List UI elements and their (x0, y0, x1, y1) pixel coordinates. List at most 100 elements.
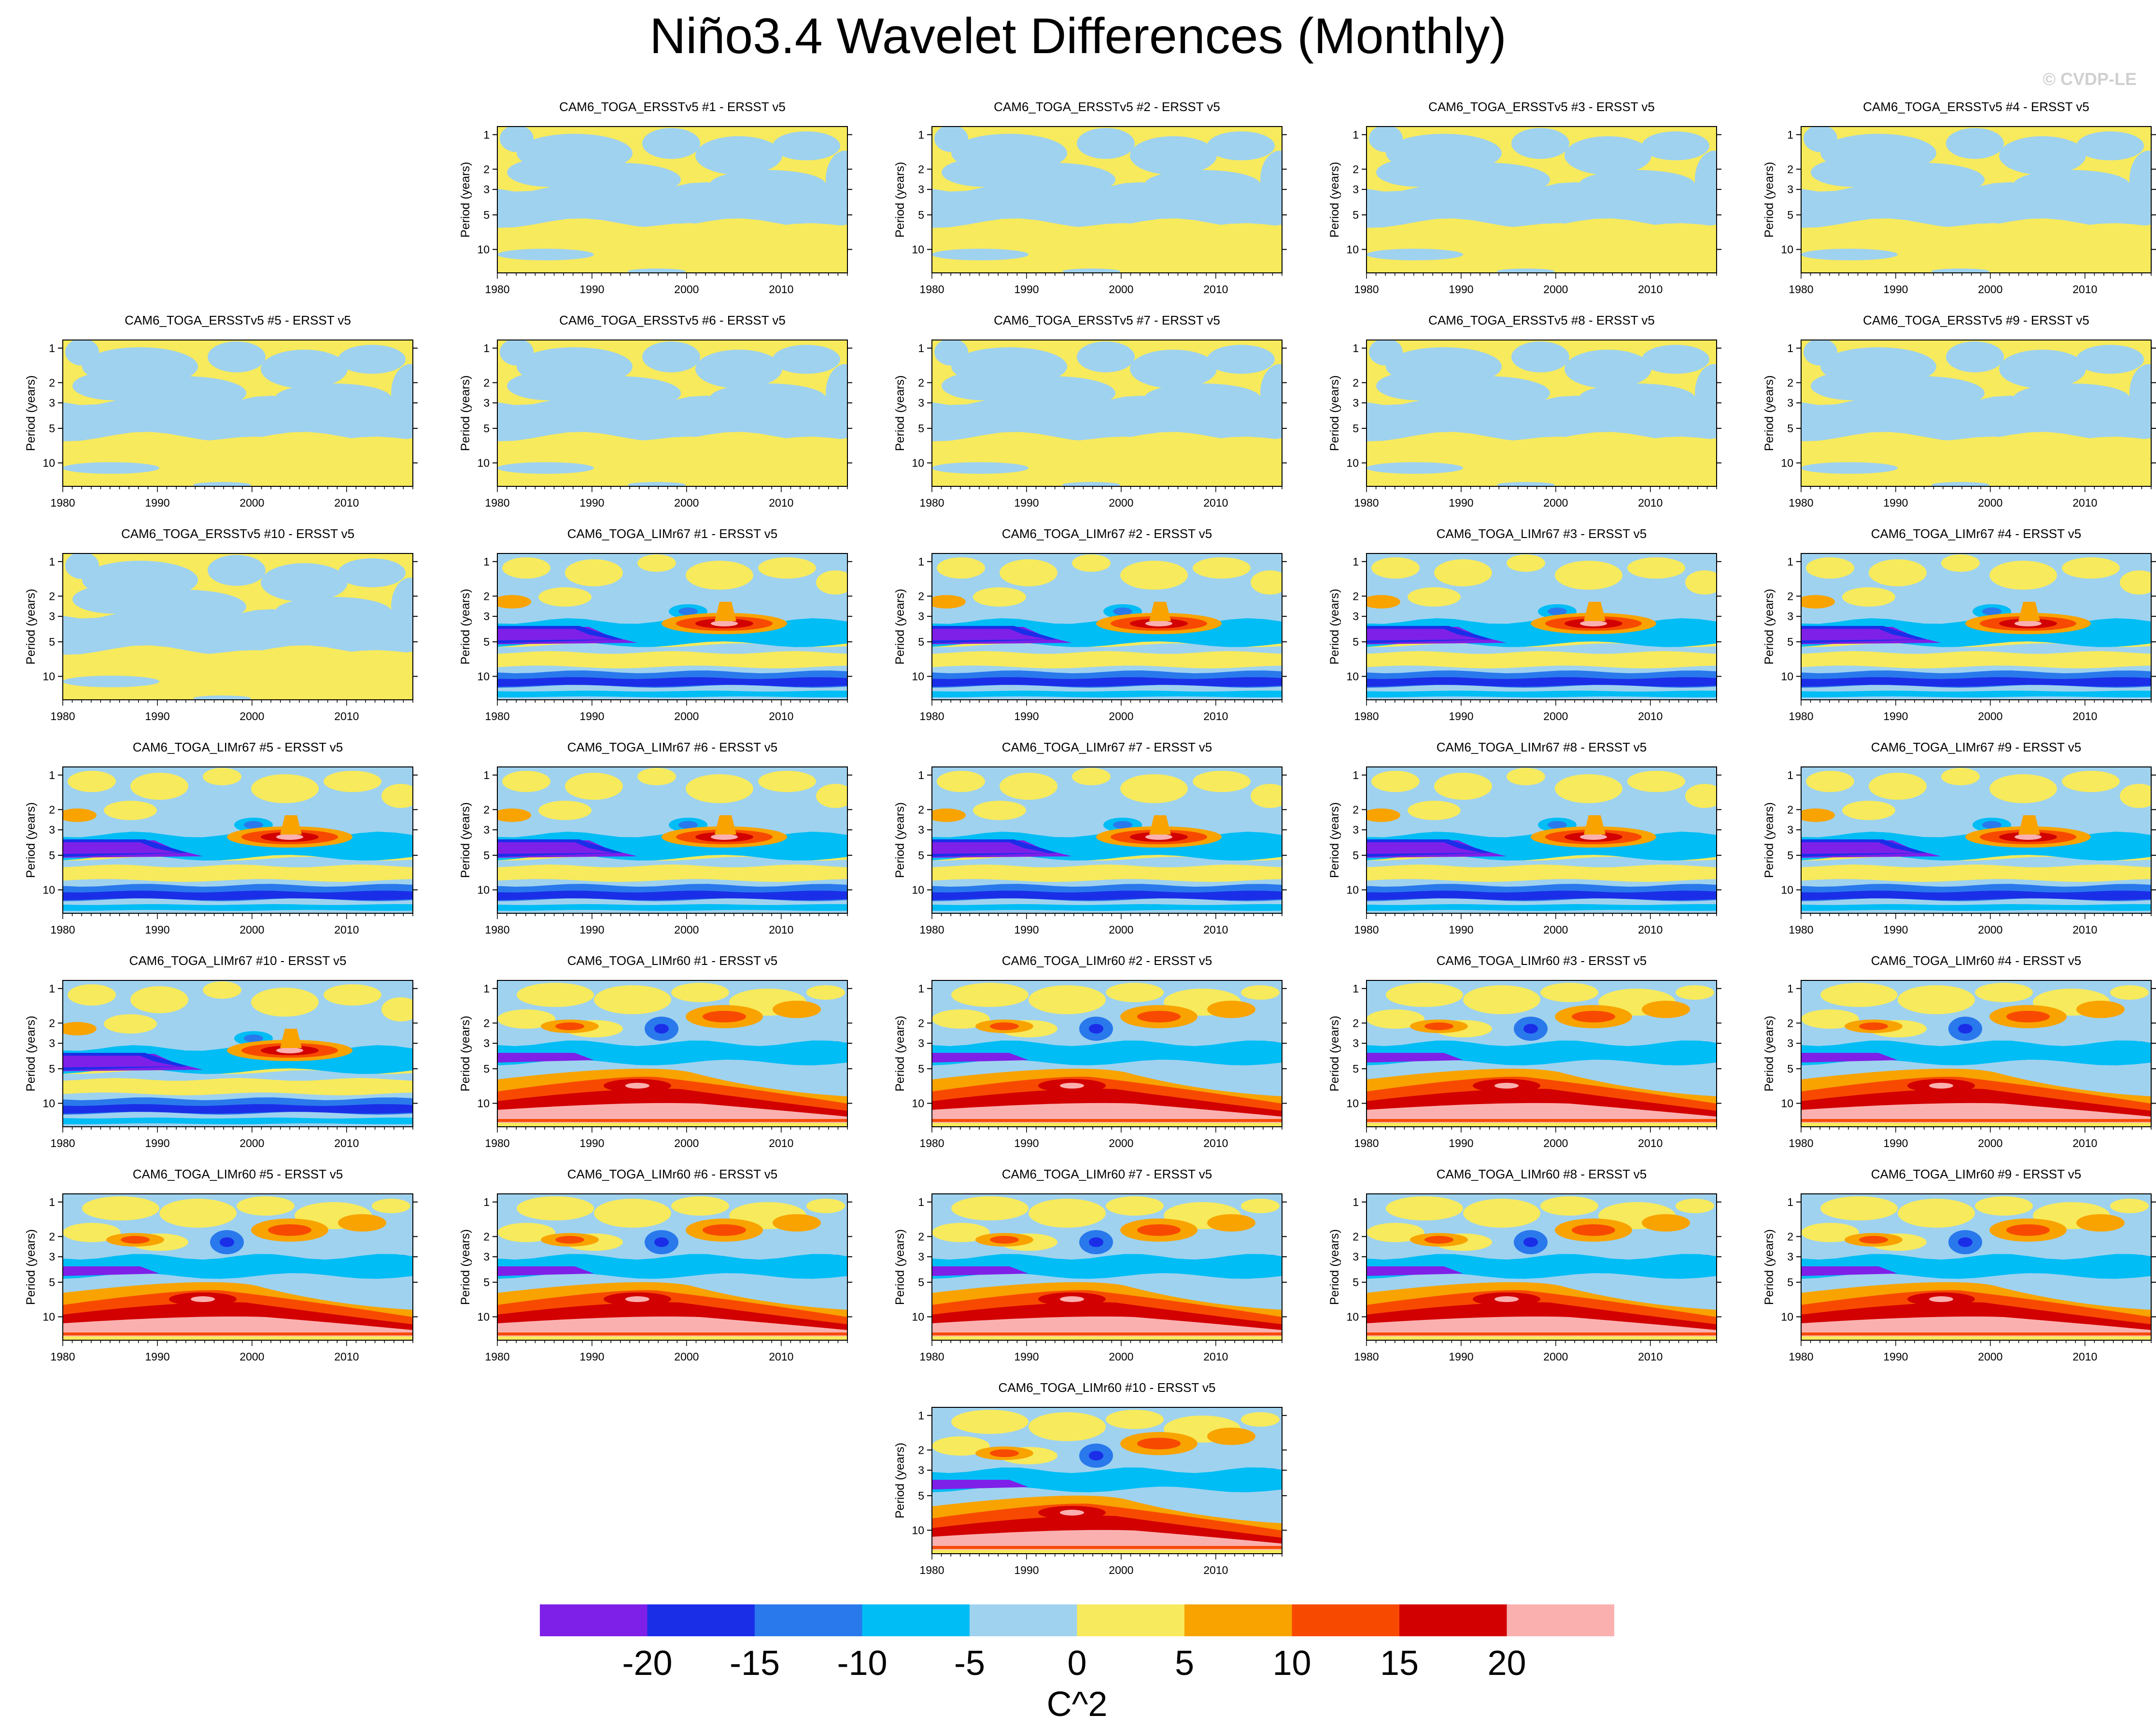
y-tick-label: 1 (1353, 555, 1359, 568)
plot-frame (497, 340, 848, 487)
positive-blob (1507, 768, 1545, 785)
negative-band (1801, 691, 2151, 697)
negative-blob (2129, 151, 2151, 209)
y-tick-label: 5 (483, 209, 490, 221)
colorbar-swatch (1507, 1604, 1614, 1636)
positive-band (1367, 651, 1717, 668)
x-tick-label: 1990 (1014, 1564, 1039, 1576)
wavelet-field (932, 1194, 1282, 1340)
positive-blob (1120, 561, 1188, 590)
x-tick-label: 1980 (1354, 710, 1379, 723)
negative-blob (220, 1237, 234, 1247)
wavelet-panel: CAM6_TOGA_ERSSTv5 #7 - ERSST v5 1 2 3 5 10 198… (893, 313, 1287, 509)
y-tick-label: 1 (49, 342, 55, 354)
wavelet-field (1367, 553, 1717, 700)
negative-blob (773, 131, 840, 160)
negative-blob (2076, 131, 2144, 160)
positive-blob (1929, 1296, 1953, 1302)
positive-band (1367, 1123, 1717, 1127)
plot-frame (1801, 766, 2152, 914)
strong-negative-region (1801, 1053, 1898, 1063)
y-tick-label: 2 (483, 590, 490, 602)
x-tick-label: 2010 (1638, 923, 1663, 936)
wavelet-field (497, 127, 847, 273)
positive-blob (1072, 554, 1111, 572)
positive-blob (816, 784, 847, 808)
y-tick-label: 3 (1353, 183, 1359, 196)
y-tick-label: 1 (918, 1409, 924, 1422)
wavelet-panel: CAM6_TOGA_LIMr60 #4 - ERSST v5 1 2 3 5 10 1980… (1762, 953, 2156, 1149)
positive-band (63, 1332, 413, 1335)
x-tick-label: 2010 (2072, 710, 2097, 723)
positive-blob (1241, 1412, 1280, 1427)
positive-band (932, 223, 1282, 250)
positive-blob (1463, 1199, 1540, 1228)
negative-blob (1695, 364, 1717, 422)
negative-band (497, 677, 847, 687)
strong-negative-region (1367, 629, 1482, 640)
positive-band (1801, 223, 2151, 250)
positive-blob (951, 983, 1029, 1007)
negative-blob (208, 555, 266, 586)
negative-blob (1548, 608, 1567, 615)
y-tick-label: 3 (918, 610, 924, 623)
positive-blob (1572, 1011, 1615, 1022)
positive-blob (372, 1199, 410, 1213)
x-tick-label: 1990 (1449, 923, 1473, 936)
wavelet-panel: CAM6_TOGA_ERSSTv5 #1 - ERSST v5 1 2 3 5 10 198… (459, 99, 852, 296)
y-axis-label: Period (years) (1762, 375, 1776, 451)
positive-blob (1137, 1438, 1181, 1449)
positive-band (1801, 437, 2151, 463)
positive-blob (1676, 985, 1714, 1000)
plot-frame (497, 980, 848, 1127)
y-tick-label: 1 (1787, 342, 1793, 354)
x-tick-label: 1990 (1449, 710, 1473, 723)
y-tick-label: 10 (42, 456, 55, 469)
strong-negative-region (497, 1053, 594, 1063)
y-tick-label: 2 (1787, 803, 1793, 816)
negative-blob (275, 383, 391, 412)
figure-title: Niño3.4 Wavelet Differences (Monthly) (649, 8, 1507, 64)
positive-blob (68, 984, 116, 1006)
positive-blob (1806, 771, 1854, 792)
wavelet-panel: CAM6_TOGA_LIMr60 #8 - ERSST v5 1 2 3 5 10 1980… (1328, 1167, 1721, 1363)
positive-blob (1241, 1199, 1280, 1213)
x-tick-label: 1990 (1449, 1350, 1473, 1363)
negative-blob (1642, 345, 1709, 374)
positive-blob (1801, 595, 1835, 609)
wavelet-panel: CAM6_TOGA_LIMr67 #1 - ERSST v5 1 2 3 5 10 1980… (459, 526, 852, 723)
positive-blob (1145, 834, 1172, 840)
plot-frame (62, 1193, 413, 1341)
x-tick-label: 1980 (1789, 496, 1813, 509)
x-tick-label: 1990 (145, 1137, 169, 1149)
positive-band (497, 437, 847, 463)
x-tick-label: 2010 (1203, 923, 1228, 936)
x-tick-label: 2010 (769, 1350, 793, 1363)
y-tick-label: 1 (1353, 1196, 1359, 1208)
wavelet-panel: CAM6_TOGA_LIMr60 #5 - ERSST v5 1 2 3 5 10 1980… (24, 1167, 418, 1363)
negative-blob (2129, 364, 2151, 422)
colorbar-swatch (970, 1604, 1077, 1636)
x-tick-label: 2010 (2072, 923, 2097, 936)
colorbar-tick-label: 5 (1175, 1644, 1194, 1683)
negative-blob (654, 1024, 669, 1034)
positive-blob (1842, 801, 1895, 820)
negative-band (497, 691, 847, 697)
positive-blob (806, 985, 845, 1000)
panel-title: CAM6_TOGA_ERSSTv5 #3 - ERSST v5 (1428, 99, 1655, 114)
positive-blob (758, 771, 816, 792)
plot-frame (1366, 980, 1717, 1127)
negative-blob (1642, 131, 1709, 160)
positive-band (932, 1546, 1282, 1549)
positive-band (497, 1332, 847, 1335)
positive-blob (268, 1224, 311, 1236)
y-tick-label: 2 (918, 376, 924, 389)
positive-blob (381, 997, 413, 1021)
panel-title: CAM6_TOGA_LIMr67 #8 - ERSST v5 (1437, 740, 1647, 754)
y-tick-label: 10 (477, 670, 490, 682)
x-tick-label: 2000 (1109, 1564, 1133, 1576)
x-tick-label: 2010 (1203, 496, 1228, 509)
colorbar-tick-label: -20 (622, 1644, 672, 1683)
y-tick-label: 2 (918, 1444, 924, 1456)
y-tick-label: 10 (1781, 456, 1793, 469)
